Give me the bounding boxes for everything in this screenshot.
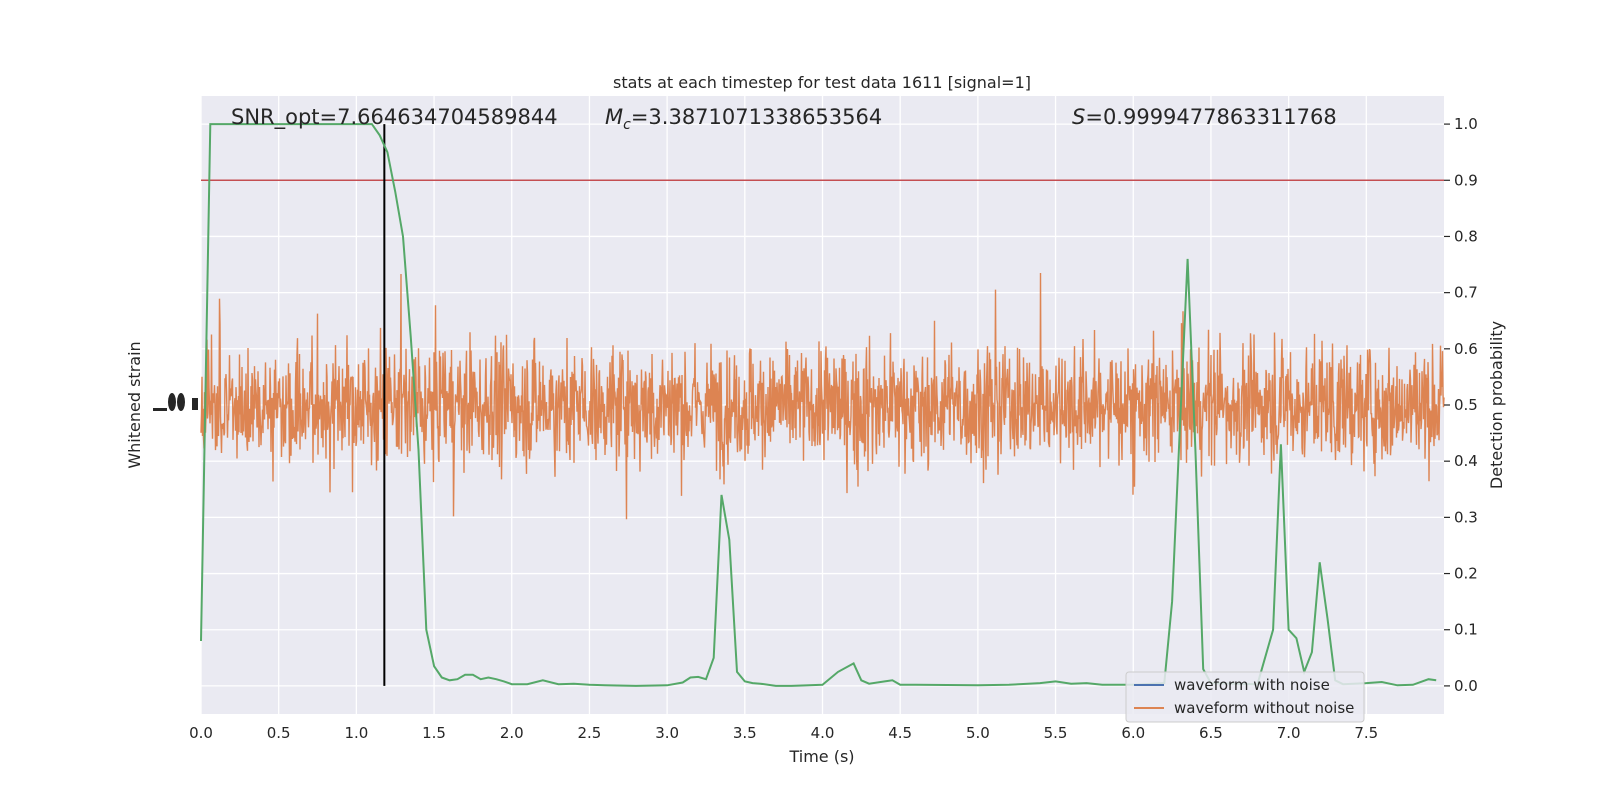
y-tick-label: 0.5 xyxy=(1454,396,1478,414)
snr-annotation: SNR_opt=7.664634704589844 xyxy=(231,105,558,130)
x-tick-label: 5.0 xyxy=(966,724,990,742)
legend: waveform with noise waveform without noi… xyxy=(1125,671,1365,723)
x-tick-label: 0.5 xyxy=(267,724,291,742)
y-tick-label: 1.0 xyxy=(1454,115,1478,133)
right-axis-title: Detection probability xyxy=(1487,321,1506,489)
x-tick-label: 4.0 xyxy=(811,724,835,742)
x-tick-label: 2.0 xyxy=(500,724,524,742)
x-tick-label: 7.0 xyxy=(1277,724,1301,742)
x-tick-label: 1.5 xyxy=(422,724,446,742)
x-tick-label: 2.5 xyxy=(578,724,602,742)
waveform-without-noise-line xyxy=(200,272,1445,520)
x-tick-label: 4.5 xyxy=(888,724,912,742)
score-annotation: S=0.9999477863311768 xyxy=(1072,105,1337,129)
x-tick-label: 3.5 xyxy=(733,724,757,742)
x-tick-label: 5.5 xyxy=(1044,724,1068,742)
x-axis-ticks: 0.0 0.5 1.0 1.5 2.0 2.5 3.0 3.5 4.0 4.5 5.0 5.5 6.0 6… xyxy=(189,724,1378,742)
detection-probability-line xyxy=(200,123,1437,687)
y-tick-label: 0.9 xyxy=(1454,171,1478,189)
y-axis-right-ticks: 0.0 0.1 0.2 0.3 0.4 0.5 0.6 0.7 0.8 0.9 1.0 xyxy=(1444,115,1478,695)
y-tick-label: 0.3 xyxy=(1454,508,1478,526)
x-tick-label: 6.5 xyxy=(1199,724,1223,742)
legend-label-with-noise: waveform with noise xyxy=(1174,676,1330,694)
chart-title: stats at each timestep for test data 161… xyxy=(613,73,1031,92)
y-tick-label: 0.0 xyxy=(1454,677,1478,695)
chirp-mass-annotation: Mc=3.3871071338653564 xyxy=(605,105,882,133)
y-tick-label: 0.2 xyxy=(1454,565,1478,583)
x-tick-label: 3.0 xyxy=(655,724,679,742)
x-tick-label: 0.0 xyxy=(189,724,213,742)
y-tick-label: 0.6 xyxy=(1454,340,1478,358)
waveform-without-noise-series xyxy=(200,272,1445,520)
x-tick-label: 1.0 xyxy=(344,724,368,742)
y-tick-label: 0.4 xyxy=(1454,452,1478,470)
left-axis-collapsed-ticks xyxy=(153,393,198,411)
left-axis-title: Whitened strain xyxy=(125,341,144,468)
y-tick-label: 0.8 xyxy=(1454,227,1478,245)
x-tick-label: 7.5 xyxy=(1354,724,1378,742)
legend-label-without-noise: waveform without noise xyxy=(1174,699,1354,717)
y-tick-label: 0.7 xyxy=(1454,284,1478,302)
x-tick-label: 6.0 xyxy=(1121,724,1145,742)
legend-box xyxy=(1125,671,1365,723)
y-tick-label: 0.1 xyxy=(1454,621,1478,639)
x-axis-title: Time (s) xyxy=(788,747,854,766)
